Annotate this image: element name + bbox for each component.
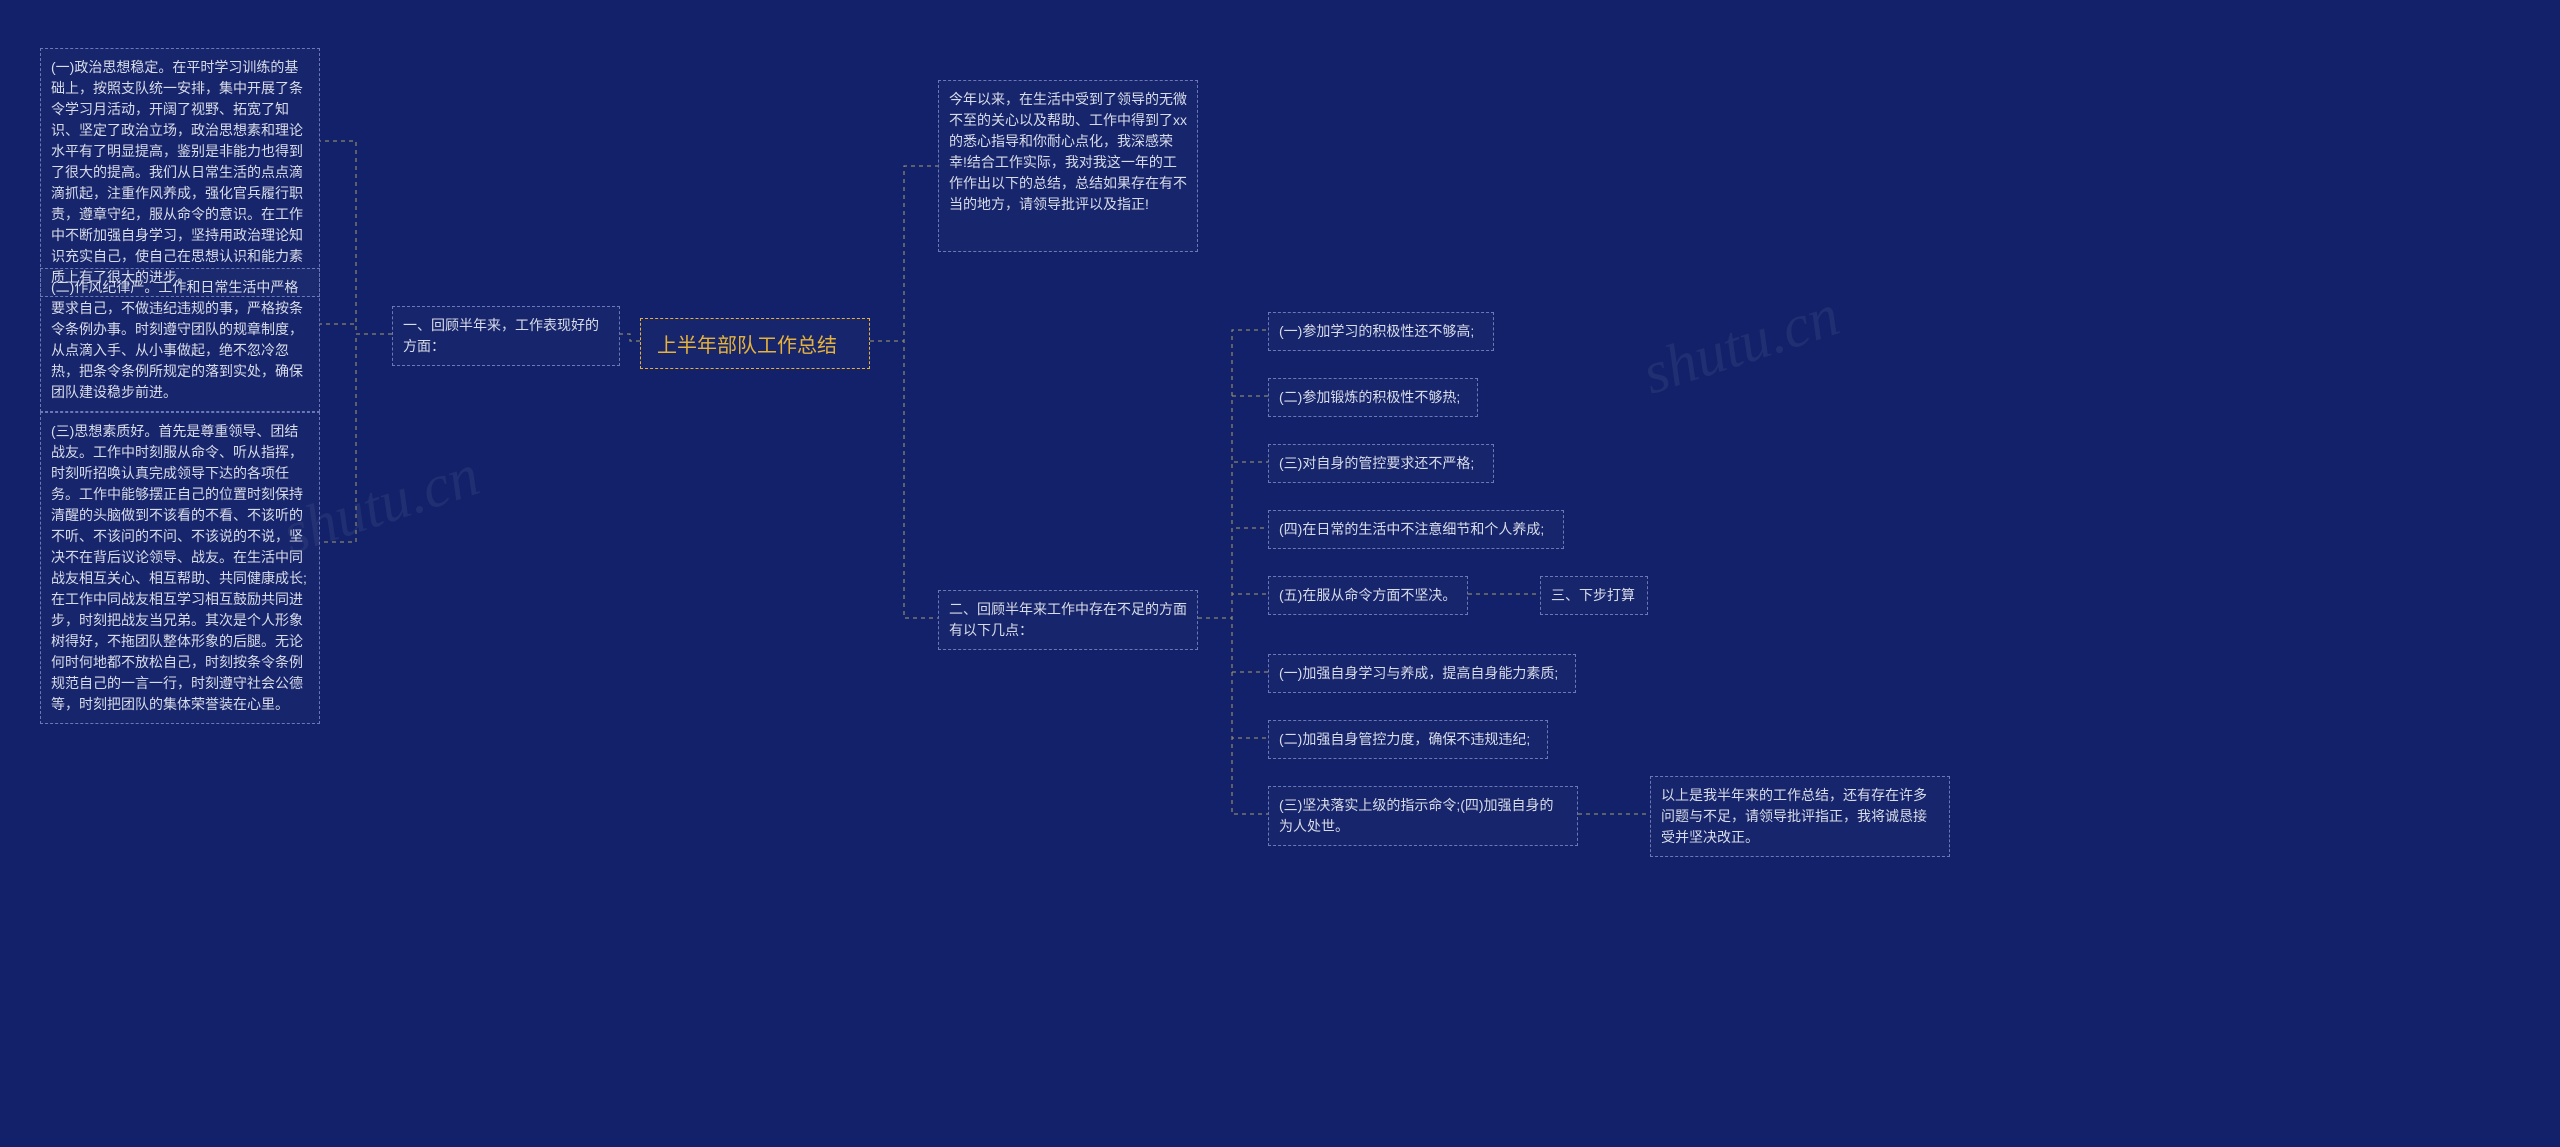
right-child-2: (三)对自身的管控要求还不严格;	[1268, 444, 1494, 483]
right-child-5: (一)加强自身学习与养成，提高自身能力素质;	[1268, 654, 1576, 693]
right-child-6: (二)加强自身管控力度，确保不违规违纪;	[1268, 720, 1548, 759]
left-child-0: (一)政治思想稳定。在平时学习训练的基础上，按照支队统一安排，集中开展了条令学习…	[40, 48, 320, 297]
right-child-7: (三)坚决落实上级的指示命令;(四)加强自身的为人处世。	[1268, 786, 1578, 846]
right-child-4: (五)在服从命令方面不坚决。	[1268, 576, 1468, 615]
mindmap-root: 上半年部队工作总结	[640, 318, 870, 369]
left-child-1: (二)作风纪律严。工作和日常生活中严格要求自己，不做违纪违规的事，严格按条令条例…	[40, 268, 320, 412]
intro-node: 今年以来，在生活中受到了领导的无微不至的关心以及帮助、工作中得到了xx的悉心指导…	[938, 80, 1198, 252]
left-child-2: (三)思想素质好。首先是尊重领导、团结战友。工作中时刻服从命令、听从指挥，时刻听…	[40, 412, 320, 724]
connectors-layer	[0, 0, 2560, 1147]
right-child-3: (四)在日常的生活中不注意细节和个人养成;	[1268, 510, 1564, 549]
right-child-0: (一)参加学习的积极性还不够高;	[1268, 312, 1494, 351]
right-branch-parent: 二、回顾半年来工作中存在不足的方面有以下几点：	[938, 590, 1198, 650]
right-child-1: (二)参加锻炼的积极性不够热;	[1268, 378, 1478, 417]
right-sub-7: 以上是我半年来的工作总结，还有存在许多问题与不足，请领导批评指正，我将诚恳接受并…	[1650, 776, 1950, 857]
right-sub-4: 三、下步打算	[1540, 576, 1648, 615]
left-branch-parent: 一、回顾半年来，工作表现好的方面：	[392, 306, 620, 366]
watermark-2: shutu.cn	[1634, 281, 1847, 409]
